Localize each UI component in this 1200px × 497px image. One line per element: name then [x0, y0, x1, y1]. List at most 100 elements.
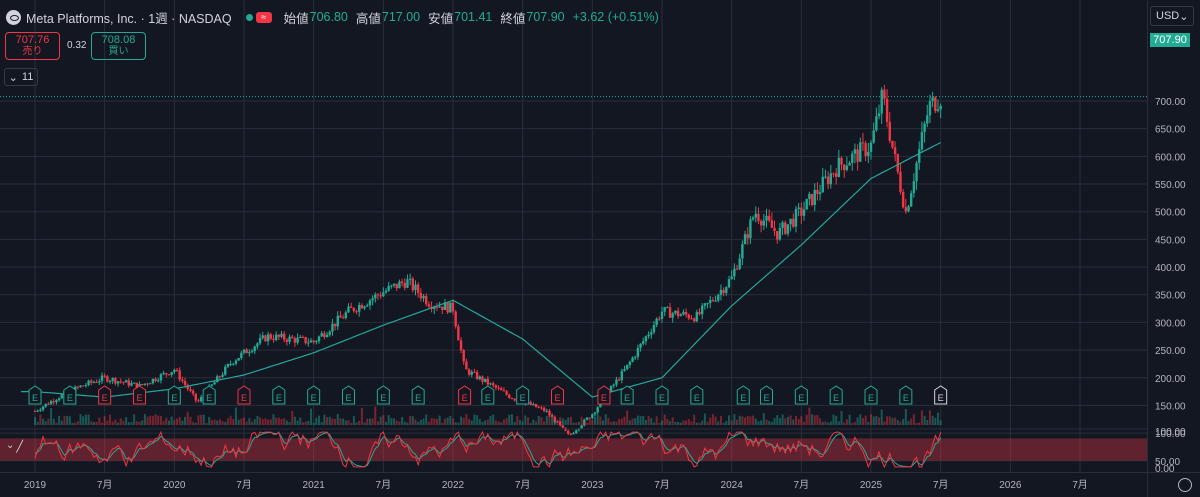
volume-bar: [545, 415, 548, 425]
volume-bar: [293, 416, 296, 425]
volume-bar: [44, 421, 47, 425]
volume-bar: [663, 414, 666, 425]
candle-body: [679, 314, 682, 317]
candle-body: [537, 407, 540, 409]
volume-bar: [393, 418, 396, 425]
volume-bar: [607, 417, 610, 425]
volume-bar: [184, 416, 187, 425]
buy-button[interactable]: 708.08 買い: [91, 32, 146, 60]
volume-bar: [931, 415, 934, 425]
volume-bar: [870, 414, 872, 425]
indicator-collapse-button[interactable]: ⌄ 11: [4, 68, 38, 86]
candle-body: [776, 231, 779, 240]
currency-selector[interactable]: USD ⌄: [1150, 6, 1194, 26]
volume-bar: [200, 414, 203, 425]
volume-bar: [366, 418, 369, 425]
earnings-marker: E: [551, 385, 564, 405]
gear-icon[interactable]: [1178, 478, 1192, 492]
candle-body: [240, 352, 243, 359]
last-price-label: 707.90: [1150, 33, 1190, 47]
volume-bar: [114, 419, 117, 425]
volume-bar: [87, 414, 90, 425]
y-tick-label: 650.00: [1155, 125, 1186, 136]
toggle-approx-icon[interactable]: ≈: [255, 11, 272, 23]
volume-bar: [309, 408, 312, 425]
toggle-group[interactable]: ≈: [245, 11, 272, 23]
volume-bar: [615, 421, 618, 425]
volume-bar: [363, 422, 366, 425]
candle-body: [644, 336, 648, 342]
candle-body: [425, 296, 428, 305]
candle-body: [90, 380, 93, 383]
x-tick-label: 2025: [860, 480, 883, 491]
earnings-marker: E: [307, 385, 321, 405]
volume-bar: [687, 419, 690, 425]
candle-body: [800, 207, 803, 216]
oscillator-tools[interactable]: ⌄ ╱: [6, 440, 32, 454]
candle-body: [617, 379, 621, 381]
volume-bar: [109, 414, 112, 425]
volume-bar: [371, 418, 374, 425]
volume-bar: [631, 418, 634, 425]
candle-body: [738, 258, 741, 270]
candle-body: [709, 299, 712, 304]
candle-body: [341, 317, 345, 319]
candle-body: [467, 369, 471, 375]
volume-bar: [540, 417, 543, 425]
candle-body: [358, 305, 361, 312]
candle-body: [631, 357, 634, 362]
volume-bar: [312, 422, 315, 425]
earnings-marker-label: E: [903, 393, 909, 403]
candle-body: [934, 97, 937, 112]
x-tick-label: 7月: [794, 479, 810, 491]
volume-bar: [816, 415, 819, 425]
candle-body: [639, 343, 642, 348]
volume-bar: [811, 414, 814, 425]
candle-body: [470, 371, 473, 375]
volume-bar: [462, 417, 465, 425]
meta-logo-icon: [6, 9, 21, 25]
candle-body: [684, 311, 688, 315]
earnings-marker: E: [202, 385, 216, 405]
volume-bar: [652, 422, 655, 425]
close-label: 終値: [500, 11, 526, 26]
volume-bar: [604, 414, 607, 425]
candle-body: [245, 349, 248, 354]
candle-body: [698, 312, 701, 315]
earnings-marker-label: E: [601, 393, 607, 403]
candle-body: [593, 412, 597, 415]
candle-body: [282, 333, 286, 340]
volume-bar: [210, 420, 213, 425]
volume-bar: [334, 418, 337, 425]
volume-bar: [709, 417, 712, 425]
candle-body: [82, 385, 85, 387]
volume-bar: [205, 422, 208, 425]
volume-bar: [620, 418, 623, 425]
candle-body: [304, 337, 307, 344]
oscillator-tick-label: 0.00: [1155, 464, 1175, 475]
volume-bar: [167, 420, 170, 425]
volume-bar: [907, 421, 910, 425]
volume-bar: [159, 415, 162, 425]
candle-body: [773, 227, 776, 232]
volume-bar: [326, 417, 329, 425]
candle-body: [87, 380, 90, 386]
volume-bar: [403, 421, 406, 425]
volume-bar: [843, 422, 846, 425]
candle-body: [189, 389, 192, 391]
earnings-marker-label: E: [206, 393, 212, 403]
sell-button[interactable]: 707.76 売り: [5, 32, 60, 60]
volume-bar: [926, 420, 929, 425]
symbol-title[interactable]: Meta Platforms, Inc. · 1週 · NASDAQ: [26, 11, 232, 26]
candle-body: [567, 431, 570, 434]
candle-body: [805, 198, 808, 210]
volume-bar: [344, 420, 347, 425]
earnings-marker-shape: [516, 385, 530, 405]
volume-bar: [910, 418, 913, 425]
candle-body: [676, 310, 680, 317]
volume-bar: [264, 418, 267, 425]
volume-bar: [580, 416, 583, 425]
volume-bar: [912, 414, 915, 425]
